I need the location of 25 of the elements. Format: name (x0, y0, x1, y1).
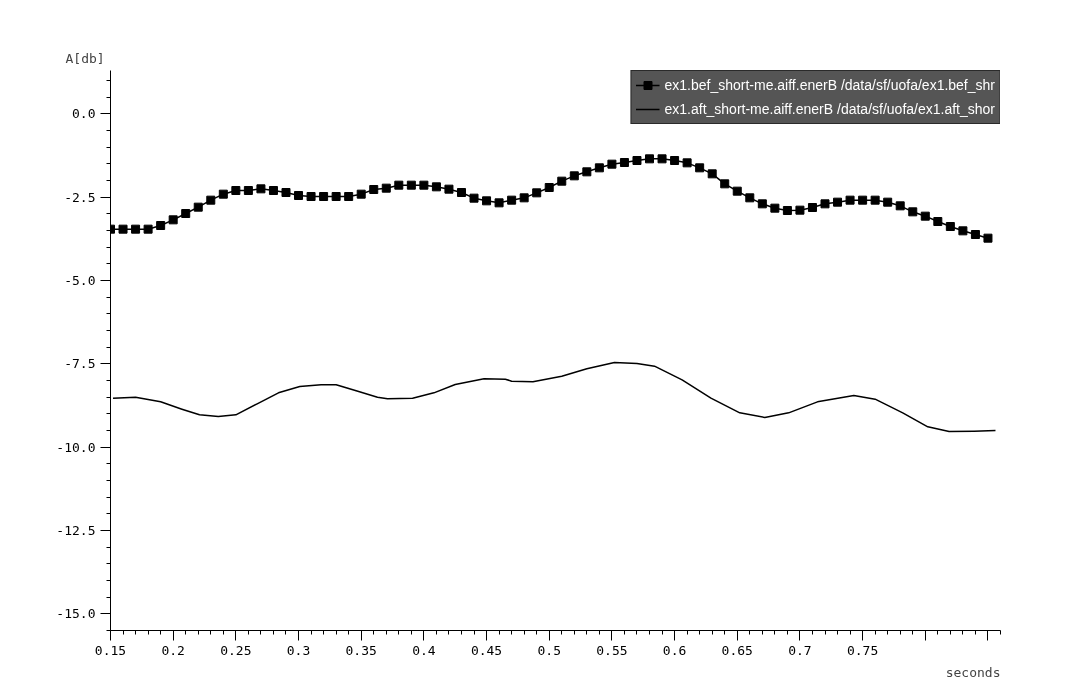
legend-label: ex1.bef_short-me.aiff.enerB /data/sf/uofa/ex1.bef_shr (664, 77, 995, 93)
x-tick-label: 0.55 (596, 642, 628, 658)
y-axis-title: A[db] (65, 50, 105, 66)
y-tick-label: -7.5 (64, 356, 96, 372)
y-tick-label: 0.0 (72, 106, 96, 122)
x-tick-label: 0.6 (662, 642, 687, 658)
x-tick-label: 0.75 (846, 642, 879, 658)
legend-label: ex1.aft_short-me.aiff.enerB /data/sf/uofa/ex1.aft_shor (664, 101, 995, 117)
y-tick-label: -12.5 (56, 523, 96, 538)
y-tick-label: -2.5 (64, 189, 96, 205)
x-tick-label: 0.35 (345, 642, 377, 658)
y-tick-label: -5.0 (64, 273, 96, 288)
x-tick-label: 0.5 (537, 642, 561, 658)
y-tick-label: -15.0 (56, 606, 96, 622)
line-series (112, 361, 997, 433)
x-tick-label: 0.45 (470, 642, 503, 658)
x-axis-title: seconds (945, 664, 1001, 680)
x-tick-label: 0.7 (788, 642, 812, 658)
y-tick-label: -10.0 (56, 439, 96, 455)
x-tick-label: 0.65 (721, 642, 753, 658)
x-tick-label: 0.4 (412, 642, 436, 658)
x-tick-label: 0.15 (94, 642, 127, 658)
x-tick-label: 0.3 (286, 642, 311, 658)
x-tick-label: 0.2 (161, 642, 185, 658)
x-tick-label: 0.25 (220, 642, 252, 658)
